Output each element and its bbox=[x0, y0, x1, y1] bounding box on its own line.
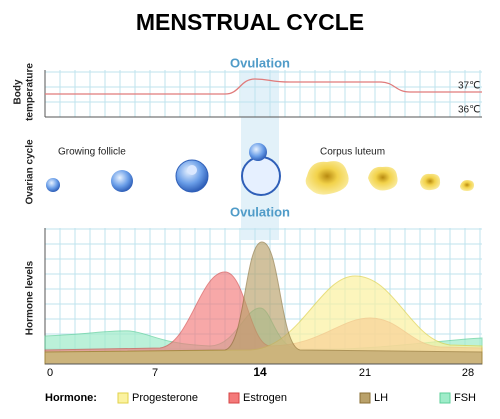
stage-label: Growing follicle bbox=[58, 147, 126, 158]
legend-swatch bbox=[439, 392, 451, 404]
lh-curve bbox=[44, 241, 483, 365]
axis-label: Hormone levels bbox=[25, 260, 36, 335]
legend-item: Progesterone bbox=[132, 392, 198, 404]
ovulation-label: Ovulation bbox=[230, 204, 290, 219]
temperature-curve bbox=[45, 78, 482, 95]
corpus-luteum bbox=[305, 161, 474, 195]
day-tick: 14 bbox=[253, 365, 267, 379]
title: MENSTRUAL CYCLE bbox=[136, 9, 364, 35]
day-tick: 0 bbox=[47, 367, 53, 379]
stage-label: Corpus luteum bbox=[320, 147, 385, 158]
legend-item: FSH bbox=[454, 392, 476, 404]
axis-label: temperature bbox=[25, 63, 36, 121]
legend-title: Hormone: bbox=[45, 392, 97, 404]
ovulation-label: Ovulation bbox=[230, 55, 290, 70]
day-tick: 7 bbox=[152, 367, 158, 379]
legend-swatch bbox=[228, 392, 240, 404]
legend-swatch bbox=[359, 392, 371, 404]
follicles bbox=[46, 143, 281, 196]
axis-label: Body bbox=[13, 79, 24, 104]
day-tick: 28 bbox=[462, 367, 474, 379]
legend: Hormone: Progesterone Estrogen LH FSH bbox=[45, 392, 476, 404]
temperature-label: 36℃ bbox=[458, 105, 480, 116]
axis-label: Ovarian cycle bbox=[25, 139, 36, 204]
day-tick: 21 bbox=[359, 367, 371, 379]
legend-item: LH bbox=[374, 392, 388, 404]
legend-item: Estrogen bbox=[243, 392, 287, 404]
temperature-label: 37℃ bbox=[458, 81, 480, 92]
legend-swatch bbox=[117, 392, 129, 404]
